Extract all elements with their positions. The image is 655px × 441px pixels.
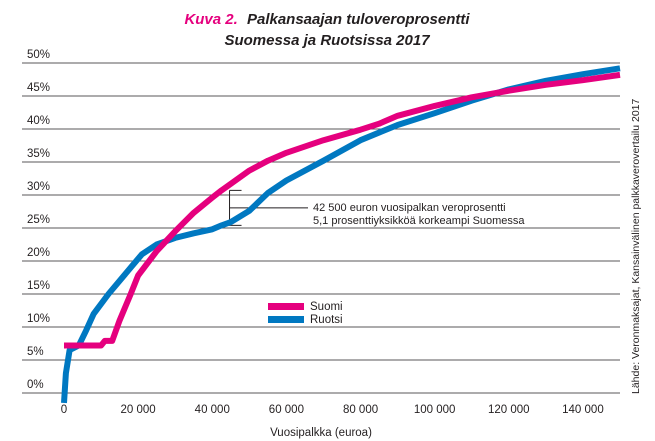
legend-swatch-suomi	[268, 303, 304, 310]
y-tick-label: 40%	[27, 115, 50, 127]
y-axis-ticks: 0% 5% 10% 15% 20% 25% 30% 35% 40% 45% 50%	[27, 49, 50, 391]
y-tick-label: 50%	[27, 49, 50, 61]
legend-label-suomi: Suomi	[310, 301, 343, 313]
legend-swatch-ruotsi	[268, 316, 304, 323]
x-tick-label: 140 000	[562, 404, 604, 416]
x-tick-label: 120 000	[488, 404, 530, 416]
y-tick-label: 30%	[27, 181, 50, 193]
y-tick-label: 5%	[27, 346, 44, 358]
y-tick-label: 15%	[27, 280, 50, 292]
x-tick-label: 20 000	[121, 404, 156, 416]
title-line1: Palkansaajan tuloveroprosentti	[247, 11, 470, 28]
gridlines	[22, 62, 620, 394]
y-tick-label: 25%	[27, 214, 50, 226]
annotation-text-line2: 5,1 prosenttiyksikköä korkeampi Suomessa	[313, 215, 525, 227]
annotation-text-line1: 42 500 euron vuosipalkan veroprosentti	[313, 202, 506, 214]
x-tick-label: 60 000	[269, 404, 304, 416]
legend: Suomi Ruotsi	[268, 301, 343, 326]
x-tick-label: 100 000	[414, 404, 456, 416]
x-tick-label: 40 000	[195, 404, 230, 416]
series-line-suomi	[64, 71, 621, 349]
chart-title: Kuva 2. Palkansaajan tuloveroprosentti	[184, 11, 470, 28]
series-lines	[61, 65, 621, 404]
title-prefix: Kuva 2.	[184, 11, 237, 28]
x-tick-label: 0	[61, 404, 67, 416]
legend-label-ruotsi: Ruotsi	[310, 314, 343, 326]
annotation: 42 500 euron vuosipalkan veroprosentti 5…	[227, 189, 525, 227]
source-note: Lähde: Veronmaksajat, Kansainvälinen pal…	[630, 98, 642, 394]
chart-subtitle: Suomessa ja Ruotsissa 2017	[224, 32, 430, 49]
x-axis-label: Vuosipalkka (euroa)	[270, 427, 372, 439]
y-tick-label: 10%	[27, 313, 50, 325]
y-tick-label: 0%	[27, 379, 44, 391]
y-tick-label: 35%	[27, 148, 50, 160]
x-tick-label: 80 000	[343, 404, 378, 416]
series-line-ruotsi	[61, 65, 621, 404]
y-tick-label: 45%	[27, 82, 50, 94]
x-axis-ticks: 0 20 000 40 000 60 000 80 000 100 000 120 000 1…	[61, 404, 604, 416]
y-tick-label: 20%	[27, 247, 50, 259]
